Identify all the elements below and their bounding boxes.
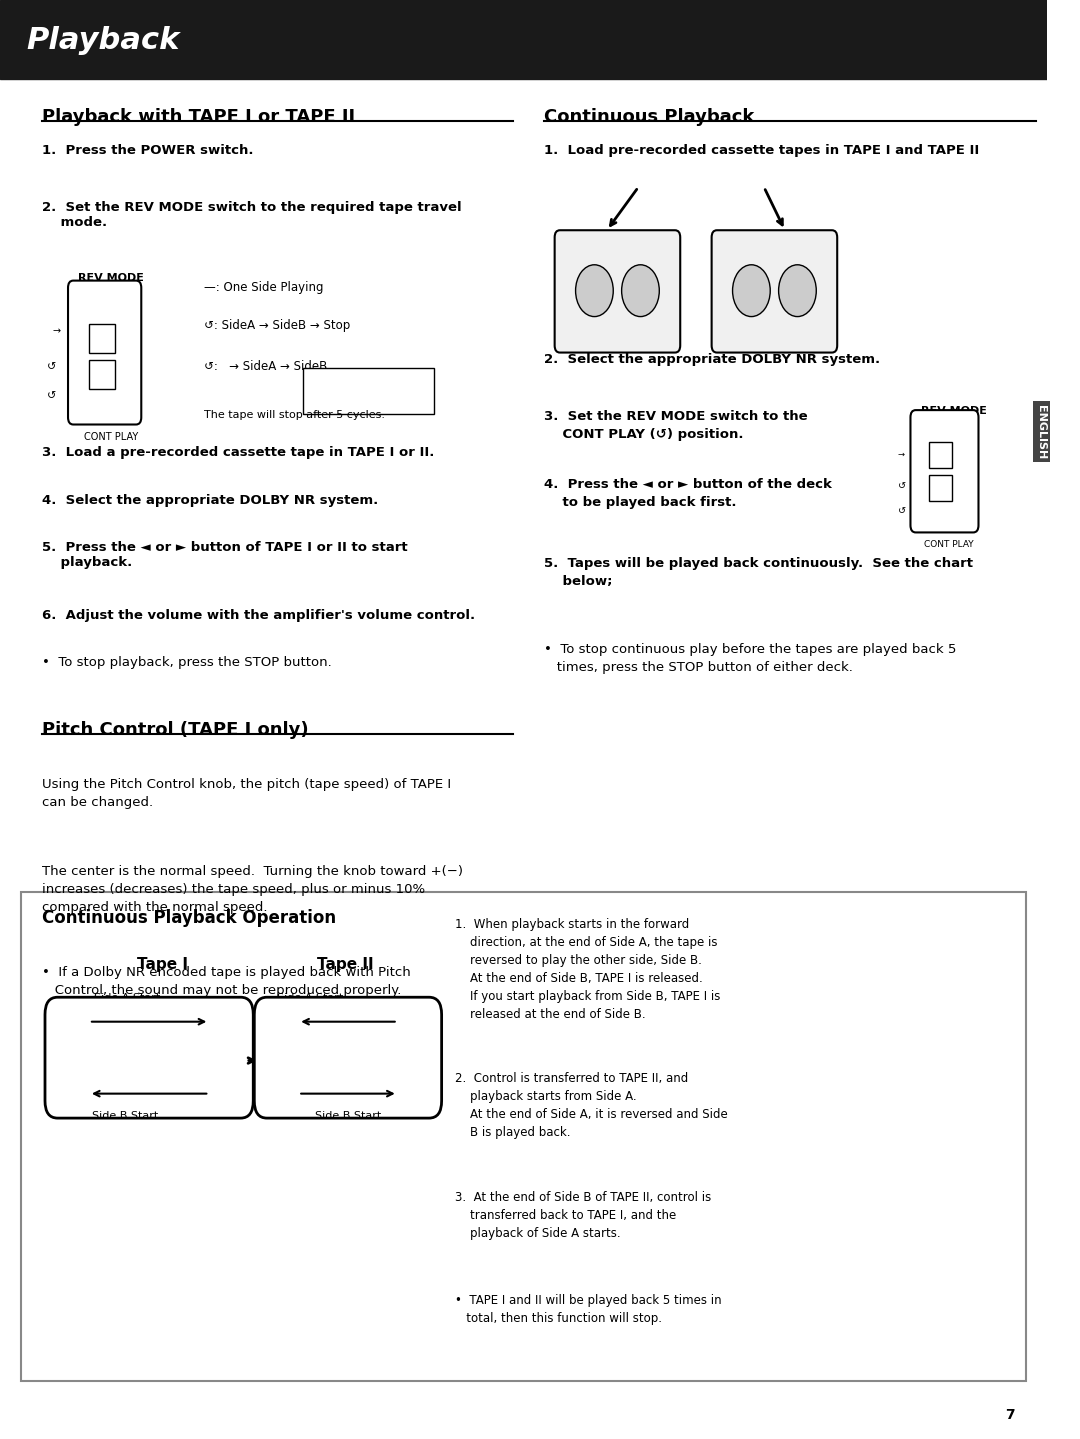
Text: ↺: ↺ (897, 507, 906, 515)
Text: 5.  Tapes will be played back continuously.  See the chart
    below;: 5. Tapes will be played back continuousl… (544, 557, 973, 589)
Bar (89, 360, 116, 389)
Text: ↺: SideA → SideB → Stop: ↺: SideA → SideB → Stop (204, 319, 350, 332)
Text: Continuous Playback Operation: Continuous Playback Operation (42, 909, 336, 928)
Text: Side A Start: Side A Start (94, 993, 161, 1003)
Bar (89, 324, 116, 353)
Text: 1.  When playback starts in the forward
    direction, at the end of Side A, the: 1. When playback starts in the forward d… (456, 918, 720, 1022)
Circle shape (576, 265, 613, 317)
Circle shape (622, 265, 659, 317)
Text: Playback: Playback (26, 26, 179, 55)
Text: ENGLISH: ENGLISH (1037, 404, 1047, 459)
Bar (929, 442, 953, 468)
Text: The center is the normal speed.  Turning the knob toward +(−)
increases (decreas: The center is the normal speed. Turning … (42, 865, 463, 914)
Text: —: One Side Playing: —: One Side Playing (204, 281, 324, 294)
Text: •  TAPE I and II will be played back 5 times in
   total, then this function wil: • TAPE I and II will be played back 5 ti… (456, 1294, 721, 1325)
Bar (929, 475, 953, 501)
Text: Tape II: Tape II (318, 957, 374, 971)
Text: 7: 7 (1005, 1407, 1015, 1422)
Text: 3.  Load a pre-recorded cassette tape in TAPE I or II.: 3. Load a pre-recorded cassette tape in … (42, 446, 434, 459)
Text: 1.  Press the POWER switch.: 1. Press the POWER switch. (42, 144, 254, 157)
Text: 2.  Control is transferred to TAPE II, and
    playback starts from Side A.
    : 2. Control is transferred to TAPE II, an… (456, 1072, 728, 1140)
Text: 1.  Load pre-recorded cassette tapes in TAPE I and TAPE II: 1. Load pre-recorded cassette tapes in T… (544, 144, 980, 157)
Text: 4.  Select the appropriate DOLBY NR system.: 4. Select the appropriate DOLBY NR syste… (42, 494, 378, 507)
Circle shape (779, 265, 816, 317)
Text: REV MODE: REV MODE (921, 406, 987, 416)
Text: 2.  Set the REV MODE switch to the required tape travel
    mode.: 2. Set the REV MODE switch to the requir… (42, 201, 461, 229)
Text: CONT PLAY: CONT PLAY (924, 540, 974, 548)
Text: ↺:   → SideA → SideB: ↺: → SideA → SideB (204, 360, 327, 373)
Bar (21, 892, 1026, 1381)
FancyBboxPatch shape (712, 230, 837, 353)
Bar (0, 0, 1047, 79)
Text: 6.  Adjust the volume with the amplifier's volume control.: 6. Adjust the volume with the amplifier'… (42, 609, 475, 622)
Text: 4.  Press the ◄ or ► button of the deck
    to be played back first.: 4. Press the ◄ or ► button of the deck t… (544, 478, 832, 509)
FancyBboxPatch shape (68, 281, 141, 425)
Text: •  To stop continuous play before the tapes are played back 5
   times, press th: • To stop continuous play before the tap… (544, 643, 957, 675)
Text: →: → (52, 327, 60, 335)
Text: Playback with TAPE I or TAPE II: Playback with TAPE I or TAPE II (42, 108, 355, 127)
FancyBboxPatch shape (555, 230, 680, 353)
Text: Side B Start: Side B Start (315, 1111, 381, 1121)
Text: The tape will stop after 5 cycles.: The tape will stop after 5 cycles. (204, 410, 386, 420)
Text: 3.  At the end of Side B of TAPE II, control is
    transferred back to TAPE I, : 3. At the end of Side B of TAPE II, cont… (456, 1191, 712, 1240)
Text: Side B Start: Side B Start (93, 1111, 159, 1121)
Text: Continuous Playback: Continuous Playback (544, 108, 755, 127)
Text: Using the Pitch Control knob, the pitch (tape speed) of TAPE I
can be changed.: Using the Pitch Control knob, the pitch … (42, 778, 451, 810)
Text: ↺: ↺ (48, 391, 56, 400)
Text: Pitch Control (TAPE I only): Pitch Control (TAPE I only) (42, 721, 309, 740)
FancyBboxPatch shape (45, 997, 253, 1118)
Bar (303, 368, 434, 414)
Text: ↺: ↺ (48, 363, 56, 371)
Text: →: → (897, 450, 905, 459)
Text: REV MODE: REV MODE (79, 273, 145, 283)
Text: •  If a Dolby NR encoded tape is played back with Pitch
   Control, the sound ma: • If a Dolby NR encoded tape is played b… (42, 966, 410, 997)
Text: ↺: ↺ (897, 482, 906, 491)
Text: 5.  Press the ◄ or ► button of TAPE I or II to start
    playback.: 5. Press the ◄ or ► button of TAPE I or … (42, 541, 407, 568)
Circle shape (732, 265, 770, 317)
Text: •  To stop playback, press the STOP button.: • To stop playback, press the STOP butto… (42, 656, 332, 669)
Text: Side A Start: Side A Start (278, 993, 343, 1003)
FancyBboxPatch shape (910, 410, 978, 532)
Text: CONT PLAY: CONT PLAY (84, 432, 138, 442)
FancyBboxPatch shape (254, 997, 442, 1118)
Text: 2.  Select the appropriate DOLBY NR system.: 2. Select the appropriate DOLBY NR syste… (544, 353, 880, 366)
Text: Tape I: Tape I (137, 957, 188, 971)
Text: 3.  Set the REV MODE switch to the
    CONT PLAY (↺) position.: 3. Set the REV MODE switch to the CONT P… (544, 410, 808, 442)
